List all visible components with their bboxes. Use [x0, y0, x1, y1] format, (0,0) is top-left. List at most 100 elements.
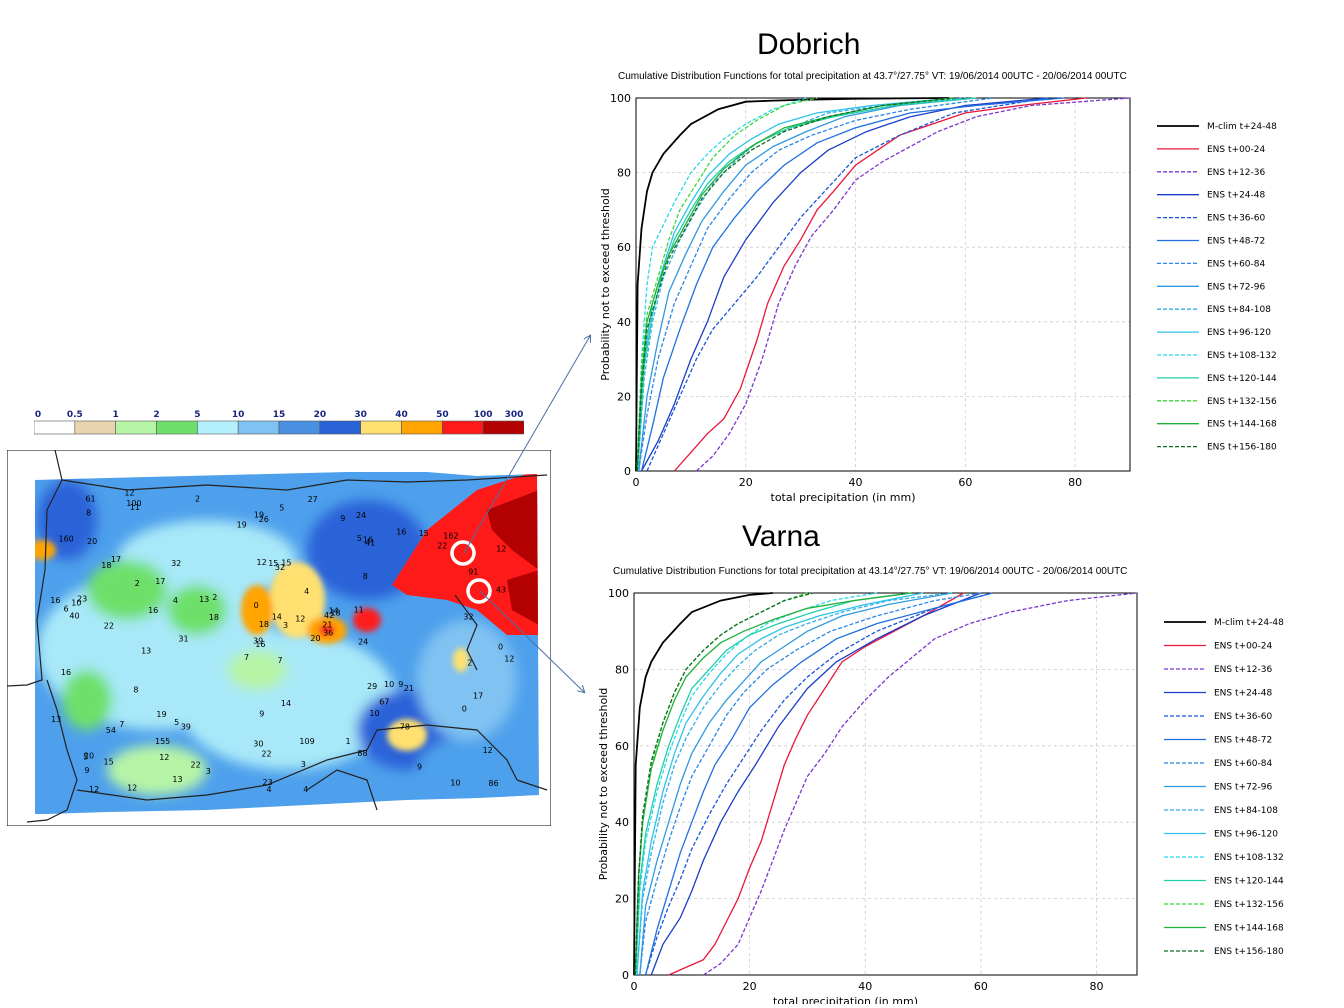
x-tick-label: 20 [743, 980, 757, 993]
colorbar-swatch [401, 420, 443, 435]
series-line [635, 592, 912, 976]
station-value: 14 [329, 607, 339, 616]
station-value: 16 [363, 535, 373, 544]
precipitation-colorbar: 0 0.5 1 2 5 10 15 20 30 40 50 100 300 [33, 408, 525, 438]
station-value: 20 [87, 537, 97, 546]
series-line [646, 97, 1048, 472]
station-value: 16 [50, 596, 60, 605]
series-line [636, 97, 955, 472]
series-line [636, 97, 977, 472]
station-value: 4 [304, 587, 309, 596]
station-value: 19 [254, 511, 264, 520]
station-value: 9 [417, 762, 422, 771]
precipitation-map: 7 18 16 20 42 39 24 15 16 20 11 86 22 12 7 8 12 12 4 7 2 9 12 1… [6, 449, 552, 827]
series-line [634, 592, 912, 976]
x-tick-label: 60 [958, 476, 972, 489]
series-line [636, 592, 953, 976]
legend-label: ENS t+12-36 [1214, 665, 1272, 675]
series-line [644, 592, 993, 976]
station-value: 29 [367, 682, 377, 691]
y-tick-label: 60 [615, 740, 629, 753]
station-value: 18 [209, 613, 219, 622]
station-value: 32 [463, 613, 473, 622]
series-line [673, 97, 1087, 472]
colorbar-swatch [74, 420, 116, 435]
station-value: 0 [498, 642, 503, 651]
station-value: 10 [384, 680, 394, 689]
legend-label: ENS t+108-132 [1214, 853, 1284, 863]
station-value: 100 [126, 499, 141, 508]
station-value: 30 [253, 740, 263, 749]
station-value: 22 [437, 542, 447, 551]
station-value: 2 [195, 495, 200, 504]
station-value: 24 [358, 638, 368, 647]
colorbar-label: 0.5 [67, 410, 83, 420]
station-value: 14 [281, 699, 291, 708]
station-value: 7 [244, 653, 249, 662]
legend-label: ENS t+144-168 [1214, 924, 1284, 934]
y-tick-label: 100 [610, 92, 631, 105]
station-value: 41 [365, 539, 375, 548]
station-value: 15 [104, 758, 114, 767]
x-tick-label: 0 [631, 980, 638, 993]
station-value: 23 [263, 778, 273, 787]
series-line [668, 592, 964, 976]
legend-label: ENS t+12-36 [1207, 168, 1265, 178]
station-value: 17 [473, 691, 483, 700]
colorbar-label: 15 [273, 410, 286, 420]
colorbar-swatch [442, 420, 484, 435]
colorbar-swatch [482, 420, 525, 435]
chart-title-varna: Varna [742, 520, 820, 553]
legend-label: ENS t+108-132 [1207, 351, 1277, 361]
station-value: 27 [308, 495, 318, 504]
station-value: 13 [51, 715, 61, 724]
y-axis-label: Probability not to exceed threshold [597, 688, 610, 880]
station-value: 40 [69, 612, 79, 621]
legend-label: ENS t+72-96 [1214, 783, 1272, 793]
station-value: 4 [173, 596, 178, 605]
station-value: 155 [155, 737, 170, 746]
station-value: 20 [310, 634, 320, 643]
station-value: 9 [398, 680, 403, 689]
y-tick-label: 80 [615, 663, 629, 676]
series-line [639, 592, 982, 976]
y-tick-label: 100 [608, 587, 629, 600]
station-value: 3 [206, 767, 211, 776]
station-value: 21 [322, 620, 332, 629]
series-line [640, 97, 1065, 472]
station-value: 7 [278, 656, 283, 665]
series-line [636, 97, 955, 472]
colorbar-svg: 0 0.5 1 2 5 10 15 20 30 40 50 100 300 [33, 410, 525, 435]
colorbar-swatch [197, 420, 239, 435]
colorbar-label: 40 [395, 410, 408, 420]
station-value: 16 [148, 606, 158, 615]
plot-frame [633, 592, 1138, 976]
colorbar-label: 0 [35, 410, 41, 420]
colorbar-label: 50 [436, 410, 449, 420]
station-value: 11 [130, 503, 140, 512]
legend-label: ENS t+132-156 [1214, 900, 1284, 910]
legend-label: ENS t+60-84 [1214, 759, 1272, 769]
station-value: 20 [84, 752, 94, 761]
station-value: 12 [159, 753, 169, 762]
series-line [636, 97, 966, 472]
colorbar-label: 1 [113, 410, 119, 420]
series-line [640, 97, 1048, 472]
station-value: 12 [295, 615, 305, 624]
station-value: 4 [267, 785, 272, 794]
station-value: 5 [174, 718, 179, 727]
y-tick-label: 0 [622, 969, 629, 982]
station-value: 13 [172, 775, 182, 784]
colorbar-swatch [237, 420, 280, 435]
station-value: 23 [77, 595, 87, 604]
legend-label: ENS t+72-96 [1207, 282, 1265, 292]
legend-label: ENS t+156-180 [1214, 947, 1284, 957]
series-line [636, 97, 955, 472]
station-value: 21 [404, 684, 414, 693]
station-value: 39 [181, 722, 191, 731]
station-value: 8 [363, 572, 368, 581]
station-value: 4 [303, 785, 308, 794]
station-value: 32 [171, 559, 181, 568]
colorbar-swatch [319, 420, 361, 435]
x-tick-label: 60 [974, 980, 988, 993]
